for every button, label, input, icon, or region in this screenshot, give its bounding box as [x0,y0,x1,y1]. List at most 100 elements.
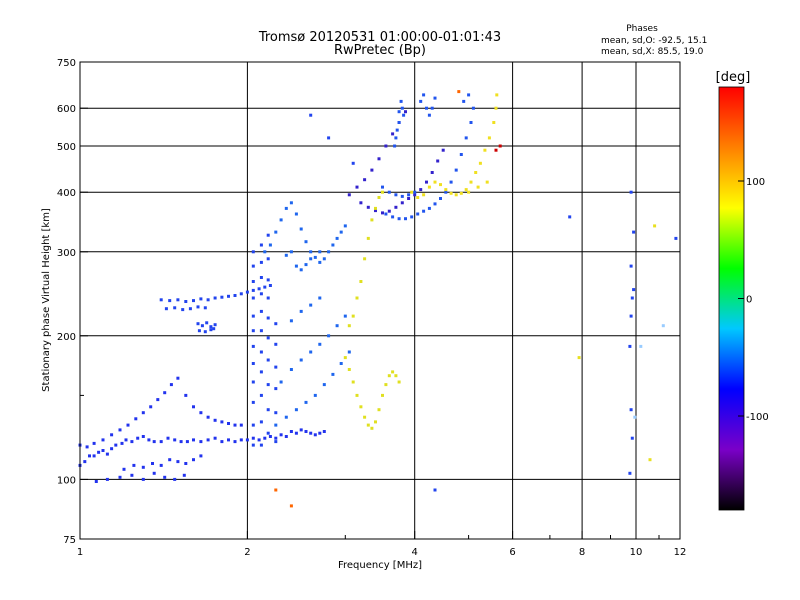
data-point [266,383,270,387]
data-point [284,206,288,210]
data-point [88,454,91,458]
x-tick-label: 6 [509,547,515,558]
data-point [327,334,331,338]
data-point [355,185,359,189]
data-point [259,393,263,397]
data-point [318,260,322,264]
data-point [494,148,498,152]
data-point [259,243,263,247]
data-point [220,420,224,424]
data-point [136,436,140,440]
data-point [168,458,172,462]
data-point [498,144,502,148]
data-point [633,415,637,419]
data-point [630,436,634,440]
phases-title: Phases [626,24,658,34]
data-point [268,284,272,287]
data-point [355,296,359,300]
data-point [629,408,633,412]
data-point [449,180,453,184]
data-point [628,344,632,348]
data-point [469,121,473,124]
data-point [203,306,207,310]
data-point [384,212,388,216]
data-point [416,196,420,199]
data-point [347,324,351,328]
data-point [251,443,255,447]
data-point [433,488,437,492]
data-point [257,438,261,442]
phases-o-line: mean, sd,O: -92.5, 15.1 [601,36,707,46]
chart-title: Tromsø 20120531 01:00:00-01:01:43 [258,30,501,45]
data-point [192,438,195,442]
data-point [400,201,404,205]
data-point [199,297,203,301]
data-point [173,306,177,310]
data-point [85,445,89,449]
data-point [395,128,399,132]
data-point [327,136,331,140]
data-point [196,305,200,309]
data-point [318,431,322,435]
data-point [568,215,572,219]
data-point [199,454,203,458]
data-point [419,99,423,103]
data-point [268,243,272,247]
data-point [351,380,355,384]
data-point [274,411,278,415]
data-point [213,323,217,327]
data-point [126,423,130,427]
data-point [166,436,170,440]
data-point [299,227,303,231]
data-point [118,475,122,479]
data-point [387,209,391,213]
data-point [227,294,230,298]
data-point [289,201,293,205]
data-point [274,387,278,391]
data-point [239,292,243,296]
data-point [274,436,278,440]
data-point [335,236,339,240]
data-point [478,161,482,165]
colorbar-tick-label: -100 [746,412,769,423]
data-point [259,329,263,333]
colorbar-label: [deg] [716,70,751,85]
data-point [251,280,255,283]
data-point [251,288,255,292]
data-point [351,161,355,165]
data-point [134,417,138,421]
data-point [485,180,489,184]
data-point [413,193,417,197]
data-point [384,144,388,148]
colorbar-tick-label: 100 [746,177,765,188]
data-point [169,383,173,387]
data-point [391,215,395,219]
data-point [163,475,167,479]
data-point [176,298,180,302]
data-point [163,391,167,395]
data-point [274,423,278,427]
data-point [374,420,377,424]
data-point [309,350,313,354]
data-point [487,136,491,140]
y-axis-ticks: 75 100 200 300 400 500 600 750 [57,58,88,546]
y-tick-label: 600 [57,104,76,115]
data-point [294,212,298,216]
data-point [422,93,426,97]
data-point [251,380,255,384]
data-point [233,294,237,297]
data-point [363,257,367,261]
data-point [279,433,283,437]
data-point [266,358,270,362]
data-point [309,113,313,117]
data-point [266,408,270,412]
data-point [630,296,634,300]
data-point [92,454,96,458]
data-point [304,240,308,244]
data-point [259,276,263,279]
data-point [289,368,293,371]
data-point [427,206,431,210]
data-point [309,257,313,261]
data-point [101,438,105,442]
